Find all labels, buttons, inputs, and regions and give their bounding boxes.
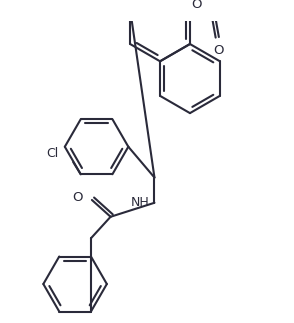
Text: O: O bbox=[191, 0, 201, 11]
Text: O: O bbox=[214, 45, 224, 57]
Text: O: O bbox=[72, 191, 83, 204]
Text: NH: NH bbox=[131, 196, 150, 209]
Text: Cl: Cl bbox=[46, 147, 58, 160]
